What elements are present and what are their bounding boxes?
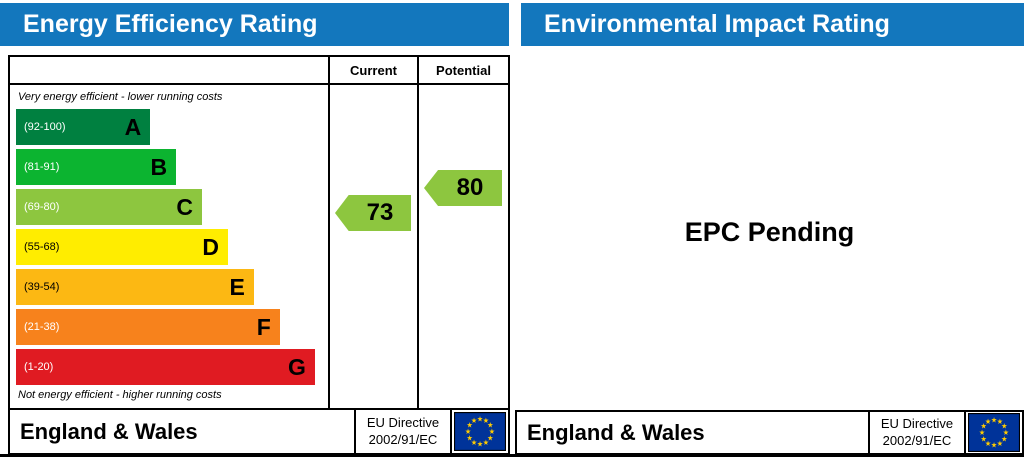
band-bar: (55-68) D bbox=[16, 229, 228, 265]
svg-text:★: ★ bbox=[985, 439, 992, 448]
top-note: Very energy efficient - lower running co… bbox=[18, 91, 223, 103]
eu-flag-cell: ★ ★ ★ ★ ★ ★ ★ ★ ★ ★ ★ ★ bbox=[450, 410, 508, 453]
band-row: (1-20) G bbox=[16, 349, 321, 385]
svg-text:★: ★ bbox=[465, 427, 472, 436]
eu-directive-line1: EU Directive bbox=[366, 415, 440, 431]
svg-text:★: ★ bbox=[1001, 434, 1008, 443]
svg-text:★: ★ bbox=[981, 434, 988, 443]
svg-text:★: ★ bbox=[477, 414, 484, 423]
environmental-impact-header: Environmental Impact Rating bbox=[521, 3, 1024, 46]
svg-text:★: ★ bbox=[1001, 422, 1008, 431]
band-bar: (81-91) B bbox=[16, 149, 177, 185]
band-letter: F bbox=[256, 313, 271, 340]
svg-text:★: ★ bbox=[471, 438, 478, 447]
band-range-label: (1-20) bbox=[24, 361, 54, 373]
svg-text:★: ★ bbox=[467, 433, 474, 442]
svg-text:★: ★ bbox=[981, 422, 988, 431]
svg-text:★: ★ bbox=[477, 439, 484, 448]
potential-column-body: 80 bbox=[419, 85, 508, 408]
band-row: (69-80) C bbox=[16, 189, 321, 225]
band-bar: (1-20) G bbox=[16, 349, 315, 385]
band-letter: A bbox=[124, 113, 142, 140]
band-range-label: (69-80) bbox=[24, 201, 60, 213]
band-range-label: (21-38) bbox=[24, 321, 60, 333]
svg-text:★: ★ bbox=[487, 433, 494, 442]
environmental-impact-panel: EPC Pending England & Wales EU Directive… bbox=[515, 55, 1024, 455]
potential-rating-value: 80 bbox=[456, 174, 484, 201]
band-row: (39-54) E bbox=[16, 269, 321, 305]
svg-text:★: ★ bbox=[985, 417, 992, 426]
current-column: Current 73 bbox=[330, 57, 419, 408]
band-row: (55-68) D bbox=[16, 229, 321, 265]
eu-flag-icon: ★ ★ ★★ ★★ ★★ ★★ ★★ bbox=[454, 412, 506, 451]
band-row: (81-91) B bbox=[16, 149, 321, 185]
bands-list: (92-100) A (81-91) B (69-80) C (55-68) D… bbox=[16, 109, 321, 385]
panels: Very energy efficient - lower running co… bbox=[0, 55, 1024, 455]
pending-area: EPC Pending bbox=[515, 55, 1024, 410]
svg-text:★: ★ bbox=[487, 421, 494, 430]
band-bar: (39-54) E bbox=[16, 269, 254, 305]
band-bar: (69-80) C bbox=[16, 189, 203, 225]
svg-text:★: ★ bbox=[997, 417, 1004, 426]
band-row: (21-38) F bbox=[16, 309, 321, 345]
eu-directive-label: EU Directive 2002/91/EC bbox=[354, 410, 450, 453]
svg-text:★: ★ bbox=[471, 416, 478, 425]
band-bar: (92-100) A bbox=[16, 109, 151, 145]
svg-text:★: ★ bbox=[991, 440, 998, 449]
band-letter: B bbox=[150, 153, 168, 180]
band-range-label: (92-100) bbox=[24, 121, 66, 133]
bottom-note: Not energy efficient - higher running co… bbox=[18, 389, 222, 401]
header-row: Energy Efficiency Rating Environmental I… bbox=[0, 0, 1024, 46]
band-row: (92-100) A bbox=[16, 109, 321, 145]
eu-directive-label: EU Directive 2002/91/EC bbox=[868, 412, 964, 453]
band-range-label: (55-68) bbox=[24, 241, 60, 253]
eu-directive-line2: 2002/91/EC bbox=[368, 431, 438, 447]
svg-text:★: ★ bbox=[467, 421, 474, 430]
band-letter: C bbox=[176, 193, 194, 220]
epc-pending-label: EPC Pending bbox=[684, 217, 855, 247]
band-bar: (21-38) F bbox=[16, 309, 280, 345]
current-column-body: 73 bbox=[330, 85, 417, 408]
eu-directive-line1: EU Directive bbox=[880, 416, 954, 432]
svg-text:★: ★ bbox=[1003, 428, 1010, 437]
region-label: England & Wales bbox=[527, 419, 705, 445]
bottom-border-line bbox=[0, 454, 1024, 457]
band-letter: E bbox=[229, 273, 245, 300]
svg-text:★: ★ bbox=[979, 428, 986, 437]
bands-column-header bbox=[10, 57, 328, 85]
energy-efficiency-header: Energy Efficiency Rating bbox=[0, 3, 509, 46]
svg-text:★: ★ bbox=[997, 439, 1004, 448]
rating-chart: Very energy efficient - lower running co… bbox=[8, 55, 510, 410]
left-footer: England & Wales EU Directive 2002/91/EC … bbox=[8, 410, 510, 455]
svg-text:★: ★ bbox=[483, 416, 490, 425]
band-range-label: (39-54) bbox=[24, 281, 60, 293]
current-rating-value: 73 bbox=[366, 199, 394, 226]
bands-column: Very energy efficient - lower running co… bbox=[10, 57, 330, 408]
energy-efficiency-panel: Very energy efficient - lower running co… bbox=[8, 55, 510, 455]
potential-column-header: Potential bbox=[419, 57, 508, 85]
svg-text:★: ★ bbox=[489, 427, 496, 436]
svg-text:★: ★ bbox=[483, 438, 490, 447]
potential-rating-arrow: 80 bbox=[424, 170, 502, 206]
eu-directive-line2: 2002/91/EC bbox=[882, 432, 952, 448]
svg-text:★: ★ bbox=[991, 415, 998, 424]
band-letter: G bbox=[288, 353, 306, 380]
bands-column-body: Very energy efficient - lower running co… bbox=[10, 85, 328, 408]
right-footer: England & Wales EU Directive 2002/91/EC … bbox=[515, 410, 1024, 455]
eu-flag-icon: ★ ★ ★★ ★★ ★★ ★★ ★★ bbox=[968, 413, 1020, 452]
band-range-label: (81-91) bbox=[24, 161, 60, 173]
region-label: England & Wales bbox=[20, 418, 198, 444]
eu-flag-cell: ★ ★ ★ ★ ★ ★ ★ ★ ★ ★ ★ ★ bbox=[964, 412, 1022, 453]
current-column-header: Current bbox=[330, 57, 417, 85]
potential-column: Potential 80 bbox=[419, 57, 508, 408]
current-rating-arrow: 73 bbox=[335, 195, 411, 231]
band-letter: D bbox=[202, 233, 219, 260]
